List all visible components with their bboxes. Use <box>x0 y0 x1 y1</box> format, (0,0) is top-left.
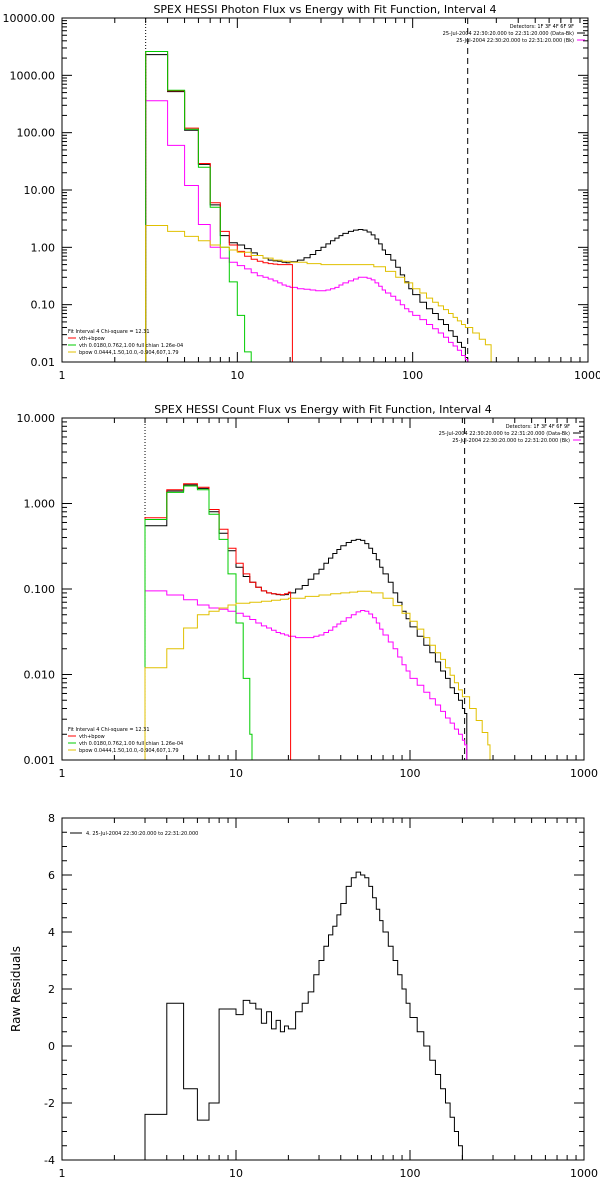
y-tick-label: 10000.00 <box>3 12 56 25</box>
y-tick-label: 6 <box>48 869 55 882</box>
series-25-jul-2004-22-30-20-000-to-22-31-20-000-bk <box>144 590 468 760</box>
y-tick-label: 10.000 <box>17 412 56 425</box>
x-tick-label: 10 <box>229 1167 243 1180</box>
plot-frame <box>61 817 585 1161</box>
series-25-jul-2004-22-30-20-000-to-22-31-20-000-data-bk <box>145 54 471 362</box>
series-group <box>145 51 494 362</box>
y-axis-label: Raw Residuals <box>9 946 23 1032</box>
panels: SPEX HESSI Photon Flux vs Energy with Fi… <box>3 3 600 1180</box>
y-tick-label: 4 <box>48 926 55 939</box>
y-tick-label: 1.000 <box>24 498 56 511</box>
x-tick-label: 1000 <box>570 767 598 780</box>
y-tick-label: 0.100 <box>24 583 56 596</box>
y-tick-label: 0 <box>48 1040 55 1053</box>
series-group <box>144 871 468 1160</box>
panel-1: SPEX HESSI Photon Flux vs Energy with Fi… <box>3 3 600 382</box>
y-tick-label: 1000.00 <box>10 69 56 82</box>
series-25-jul-2004-22-30-20-000-to-22-31-20-000-bk <box>145 100 471 362</box>
legend-bottom-left-text: bpow 0.0444,1.50,10.0,-0.904,607,1.79 <box>79 748 179 754</box>
x-tick-label: 1000 <box>574 369 600 382</box>
y-tick-label: 0.10 <box>31 299 56 312</box>
y-tick-label: 0.010 <box>24 669 56 682</box>
legend-top-left-text: 4. 25-Jul-2004 22:30:20.000 to 22:31:20.… <box>86 831 198 837</box>
y-tick-label: 100.00 <box>17 127 56 140</box>
series-vth-bpow <box>144 483 292 760</box>
series-vth-0-0180-0-762-1-00-full-chian-1-26e-04 <box>144 485 253 760</box>
series-bpow-0-0444-1-50-10-0-0-904-607-1-79 <box>144 590 491 760</box>
series-4-25-jul-2004-22-30-20-000-to-22-31-20-000 <box>144 871 468 1160</box>
x-tick-label: 1000 <box>570 1167 598 1180</box>
legend-bottom-left-text: vth 0.0180,0.762,1.00 full chian 1.26e-0… <box>79 343 183 349</box>
y-tick-label: -4 <box>44 1154 55 1167</box>
legend-top-right-text: 25-Jul-2004 22:30:20.000 to 22:31:20.000… <box>452 438 570 444</box>
legend-bottom-left-text: vth 0.0180,0.762,1.00 full chian 1.26e-0… <box>79 741 183 747</box>
series-bpow-0-0444-1-50-10-0-0-904-607-1-79 <box>145 225 494 362</box>
y-tick-label: -2 <box>44 1097 55 1110</box>
y-tick-label: 0.001 <box>24 754 56 767</box>
legend-top-right-text: Detectors: 1F 3F 4F 6F 9F <box>510 24 574 30</box>
x-tick-label: 100 <box>400 1167 421 1180</box>
x-tick-label: 100 <box>402 369 423 382</box>
legend-bottom-left-text: Fit Interval 4 Chi-square = 12.31 <box>68 329 150 335</box>
chart-title: SPEX HESSI Count Flux vs Energy with Fit… <box>154 403 491 416</box>
y-tick-label: 10.00 <box>24 184 56 197</box>
y-tick-label: 2 <box>48 983 55 996</box>
x-tick-label: 10 <box>229 767 243 780</box>
legend-top-right-text: 25-Jul-2004 22:30:20.000 to 22:31:20.000… <box>443 31 574 37</box>
legend-top-right-text: Detectors: 1F 3F 4F 6F 9F <box>506 424 570 430</box>
panel-2: SPEX HESSI Count Flux vs Energy with Fit… <box>17 403 599 780</box>
legend-top-right-text: 25-Jul-2004 22:30:20.000 to 22:31:20.000… <box>439 431 570 437</box>
x-tick-label: 100 <box>400 767 421 780</box>
plot-frame <box>61 17 589 363</box>
panel-3: Raw Residuals 1 10 100 1000 -4 -2 0 2 4 6 8 4. 25-Ju… <box>9 812 598 1180</box>
y-tick-label: 0.01 <box>31 356 56 369</box>
legend-bottom-left-text: vth+bpow <box>79 336 105 342</box>
y-tick-label: 8 <box>48 812 55 825</box>
x-tick-label: 10 <box>230 369 244 382</box>
legend-top-right-text: 25-Jul-2004 22:30:20.000 to 22:31:20.000… <box>456 38 574 44</box>
plot-frame <box>61 417 585 761</box>
x-tick-label: 1 <box>59 1167 66 1180</box>
legend-bottom-left-text: bpow 0.0444,1.50,10.0,-0.904,607,1.79 <box>79 350 179 356</box>
series-vth-bpow <box>145 51 293 362</box>
legend-bottom-left-text: Fit Interval 4 Chi-square = 12.31 <box>68 727 150 733</box>
x-tick-label: 1 <box>59 767 66 780</box>
x-tick-label: 1 <box>59 369 66 382</box>
chart-title: SPEX HESSI Photon Flux vs Energy with Fi… <box>153 3 496 16</box>
legend-bottom-left-text: vth+bpow <box>79 734 105 740</box>
y-tick-label: 1.00 <box>31 241 56 254</box>
series-group <box>144 483 491 760</box>
